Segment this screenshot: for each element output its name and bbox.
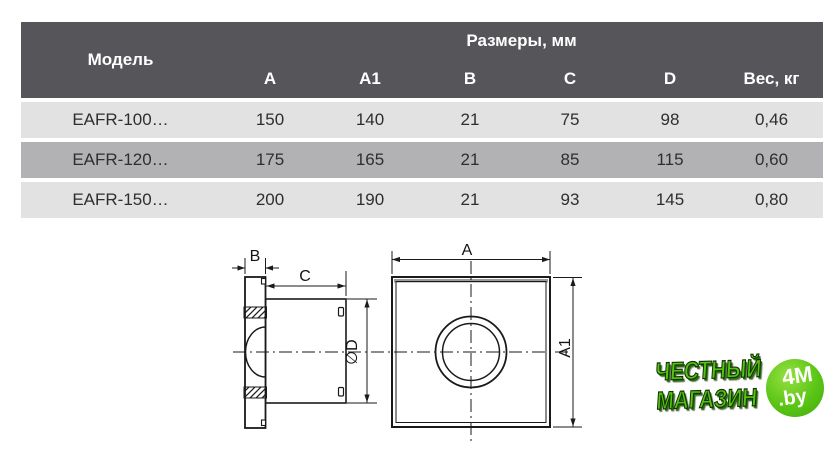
table-row: EAFR-120… 175 165 21 85 115 0,60 (21, 138, 823, 178)
shop-logo-text: ЧЕСТНЫЙ МАГАЗИН (654, 354, 784, 416)
shop-logo: ЧЕСТНЫЙ МАГАЗИН 4M .by (652, 352, 832, 424)
column-header-weight: Вес, кг (720, 60, 823, 98)
cell-a: 200 (220, 178, 320, 218)
shop-logo-line2: МАГАЗИН (655, 383, 759, 416)
cell-d: 115 (620, 138, 720, 178)
dimension-lines (232, 251, 582, 428)
dim-label-d: ∅D (344, 339, 361, 365)
cell-d: 145 (620, 178, 720, 218)
column-header-a: A (220, 60, 320, 98)
hatch-top (243, 306, 267, 319)
cell-c: 93 (520, 178, 620, 218)
column-header-d: D (620, 60, 720, 98)
center-lines (233, 261, 568, 442)
dim-label-b: B (250, 248, 261, 265)
cell-a1: 165 (320, 138, 420, 178)
column-group-sizes: Размеры, мм (220, 22, 823, 60)
column-header-b: B (420, 60, 520, 98)
shop-logo-by: .by (776, 385, 809, 411)
dimensions-table: Модель Размеры, мм A A1 B C D Вес, кг EA… (21, 22, 823, 218)
hatch-bottom (243, 386, 267, 399)
dim-label-a1: A1 (557, 338, 574, 358)
model-name: EAFR-150… (21, 178, 220, 218)
column-header-model: Модель (21, 22, 220, 98)
cell-b: 21 (420, 178, 520, 218)
cell-a: 150 (220, 98, 320, 138)
model-name: EAFR-120… (21, 138, 220, 178)
shop-logo-badge: 4M .by (766, 359, 824, 417)
cell-a1: 140 (320, 98, 420, 138)
cell-c: 75 (520, 98, 620, 138)
cell-d: 98 (620, 98, 720, 138)
dimension-labels: B C ∅D A A1 (250, 242, 574, 365)
cell-b: 21 (420, 98, 520, 138)
cell-a1: 190 (320, 178, 420, 218)
column-header-a1: A1 (320, 60, 420, 98)
dim-label-a: A (462, 242, 473, 259)
column-header-c: C (520, 60, 620, 98)
cell-c: 85 (520, 138, 620, 178)
table-row: EAFR-100… 150 140 21 75 98 0,46 (21, 98, 823, 138)
cell-weight: 0,80 (720, 178, 823, 218)
technical-drawing: B C ∅D A A1 (232, 242, 582, 442)
shop-logo-line1: ЧЕСТНЫЙ (654, 354, 763, 387)
cell-weight: 0,46 (720, 98, 823, 138)
cell-weight: 0,60 (720, 138, 823, 178)
cell-a: 175 (220, 138, 320, 178)
model-name: EAFR-100… (21, 98, 220, 138)
dim-label-c: C (299, 268, 311, 285)
cell-b: 21 (420, 138, 520, 178)
table-row: EAFR-150… 200 190 21 93 145 0,80 (21, 178, 823, 218)
